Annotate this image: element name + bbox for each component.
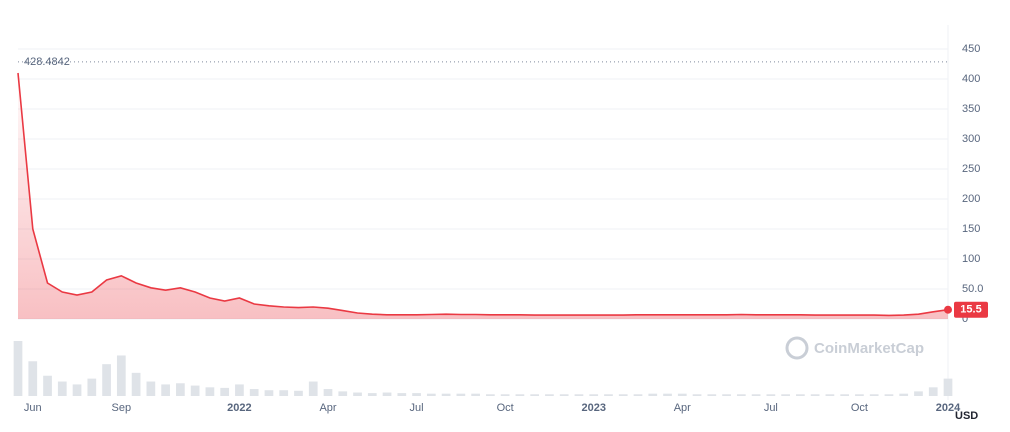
volume-bar	[308, 381, 318, 396]
y-tick-label: 150	[962, 223, 980, 235]
volume-bar	[205, 387, 215, 396]
x-tick-label: 2023	[581, 402, 605, 414]
volume-bar	[751, 394, 761, 396]
volume-bar	[914, 391, 923, 396]
price-label: 15.5	[960, 304, 981, 316]
watermark: CoinMarketCap	[785, 336, 924, 360]
volume-bar	[692, 394, 702, 396]
y-tick-label: 250	[962, 163, 980, 175]
volume-bar	[102, 364, 111, 396]
volume-bar	[13, 341, 23, 396]
volume-bar	[190, 385, 200, 396]
volume-bar	[486, 394, 495, 396]
volume-bar	[530, 394, 540, 396]
volume-bar	[294, 390, 303, 396]
x-tick-label: Jul	[410, 402, 424, 414]
volume-bar	[87, 378, 97, 396]
y-tick-label: 400	[962, 73, 980, 85]
volume-bar	[323, 389, 333, 396]
price-line	[17, 72, 949, 317]
x-tick-label: Oct	[497, 402, 514, 414]
volume-bar	[559, 394, 569, 396]
y-tick-label: 100	[962, 253, 980, 265]
volume-bar	[72, 384, 82, 396]
volume-bar	[116, 355, 126, 396]
x-tick-label: 2022	[227, 402, 251, 414]
last-point	[944, 305, 952, 314]
volume-bar	[353, 392, 362, 396]
volume-bar	[264, 390, 274, 396]
volume-bar	[663, 393, 672, 396]
volume-bar	[766, 394, 776, 396]
price-badge	[954, 301, 988, 318]
volume-bar	[781, 394, 790, 396]
volume-bar	[220, 387, 230, 396]
volume-bar	[471, 393, 480, 396]
y-tick-label: 200	[962, 193, 980, 205]
volume-bar	[515, 394, 525, 396]
high-label: 428.4842	[24, 56, 70, 68]
area	[18, 73, 948, 319]
volume-bar	[412, 393, 421, 396]
watermark-text: CoinMarketCap	[814, 340, 924, 357]
volume-bar	[855, 394, 864, 396]
volume-bar	[161, 384, 170, 396]
volume-bar	[131, 372, 141, 396]
volume-bar	[146, 381, 156, 396]
volume-bar	[633, 394, 643, 396]
volume-bar	[441, 393, 451, 396]
y-tick-label: 300	[962, 133, 980, 145]
x-tick-label: 2024	[936, 402, 961, 414]
x-tick-label: Apr	[319, 402, 336, 414]
volume-bar	[943, 378, 953, 396]
volume-bar	[43, 375, 52, 396]
volume-bar	[884, 394, 894, 396]
volume-bar	[57, 381, 67, 396]
volume-bar	[618, 394, 628, 396]
volume-bar	[397, 393, 407, 396]
x-tick-label: Apr	[674, 402, 691, 414]
volume-bar	[545, 394, 554, 396]
volume-bar	[589, 394, 599, 396]
volume-bar	[249, 389, 259, 396]
y-tick-label: 0	[962, 313, 968, 325]
volume-bar	[367, 393, 377, 396]
volume-bar	[869, 394, 879, 396]
x-tick-label: Jun	[24, 402, 42, 414]
volume-bar	[500, 394, 510, 396]
volume-bar	[928, 387, 938, 396]
y-tick-label: 450	[962, 43, 980, 55]
volume-bar	[707, 394, 717, 396]
volume-bar	[279, 390, 289, 396]
volume-bar	[456, 393, 466, 396]
volume-bar	[176, 383, 185, 396]
volume-bar	[825, 394, 835, 396]
volume-bar	[810, 394, 820, 396]
currency: USD	[955, 410, 978, 422]
volume-bar	[338, 391, 348, 396]
volume-bar	[736, 394, 746, 396]
x-tick-label: Oct	[851, 402, 868, 414]
x-tick-label: Jul	[764, 402, 778, 414]
volume-bar	[28, 361, 38, 396]
volume-bar	[604, 394, 613, 396]
volume-bar	[796, 394, 805, 396]
volume-bar	[840, 394, 850, 396]
volume-bar	[722, 394, 731, 396]
volume-bar	[426, 393, 436, 396]
volume-bar	[235, 384, 244, 396]
x-tick-label: Sep	[112, 402, 132, 414]
volume-bar	[574, 394, 584, 396]
y-tick-label: 350	[962, 103, 980, 115]
y-tick-label: 50.0	[962, 283, 983, 295]
volume-bar	[677, 393, 687, 396]
volume-bar	[899, 393, 909, 396]
volume-bar	[648, 393, 658, 396]
volume-bar	[382, 392, 392, 396]
